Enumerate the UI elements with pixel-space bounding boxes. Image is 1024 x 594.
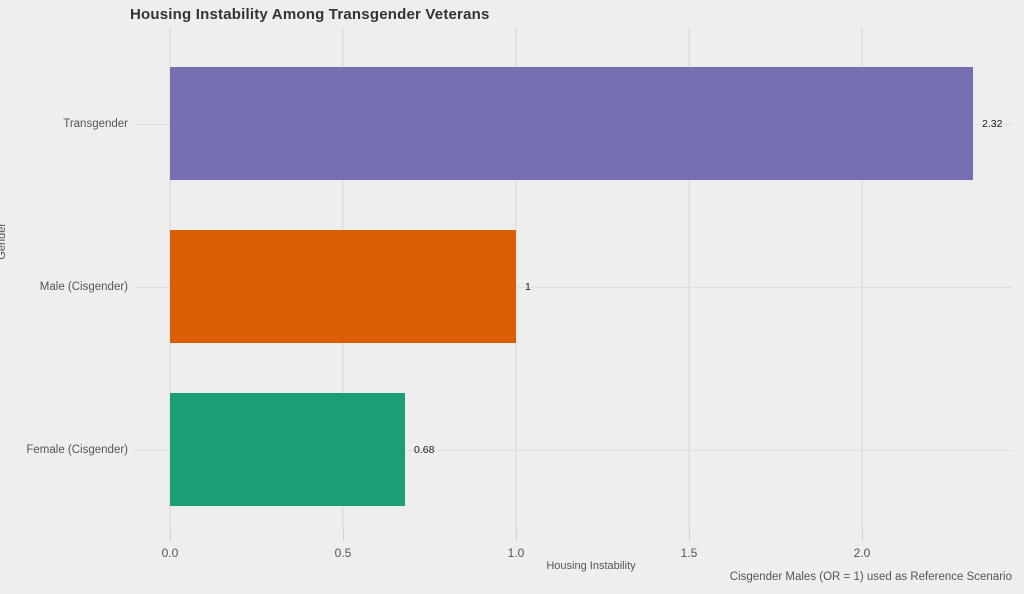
bar-value-label: 0.68: [414, 443, 435, 456]
bar-female-cisgender: [170, 393, 405, 506]
bar-transgender: [170, 67, 973, 180]
x-tick-mark: [862, 530, 863, 541]
x-tick-label: 1.5: [680, 546, 698, 560]
x-tick-label: 1.0: [507, 546, 525, 560]
x-tick-label: 0.5: [334, 546, 352, 560]
x-tick-mark: [343, 530, 344, 541]
chart-title: Housing Instability Among Transgender Ve…: [130, 6, 490, 23]
y-category-label: Transgender: [63, 117, 128, 130]
category-gridline: [134, 449, 1012, 451]
x-tick-label: 0.0: [161, 546, 179, 560]
x-gridline: [515, 27, 517, 530]
category-gridline: [134, 286, 1012, 288]
x-tick-mark: [516, 530, 517, 541]
y-category-label: Male (Cisgender): [39, 280, 128, 293]
x-axis-title: Housing Instability: [546, 560, 636, 572]
chart-footnote: Cisgender Males (OR = 1) used as Referen…: [729, 571, 1012, 583]
x-tick-mark: [689, 530, 690, 541]
bar-male-cisgender: [170, 230, 516, 343]
bar-value-label: 1: [525, 280, 531, 293]
x-tick-mark: [170, 530, 171, 541]
bar-value-label: 2.32: [982, 117, 1003, 130]
y-category-label: Female (Cisgender): [26, 443, 128, 456]
x-tick-label: 2.0: [853, 546, 871, 560]
plot-area: 2.32 1 0.68: [134, 27, 1012, 530]
y-axis-title: Gender: [0, 222, 8, 260]
x-gridline: [688, 27, 690, 530]
x-gridline: [861, 27, 863, 530]
